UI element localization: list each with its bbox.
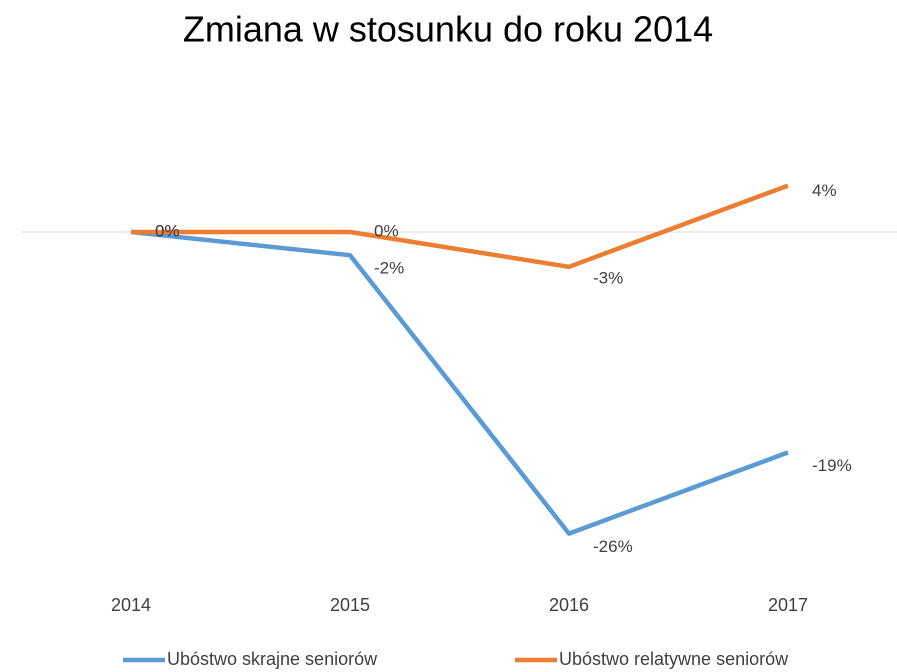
legend-label: Ubóstwo relatywne seniorów [559,649,789,669]
data-label: -19% [812,456,852,475]
x-tick-label: 2014 [111,595,151,615]
data-label: -3% [593,268,623,287]
x-tick-label: 2016 [549,595,589,615]
chart-title: Zmiana w stosunku do roku 2014 [183,9,713,50]
data-label: 4% [812,181,837,200]
series-line [130,229,789,536]
x-tick-label: 2017 [768,595,808,615]
data-label: -26% [593,537,633,556]
data-label: 0% [155,221,180,240]
legend-label: Ubóstwo skrajne seniorów [167,649,378,669]
data-label: -2% [374,259,404,278]
series-line [131,183,789,270]
x-tick-label: 2015 [330,595,370,615]
data-label: 0% [374,221,399,240]
